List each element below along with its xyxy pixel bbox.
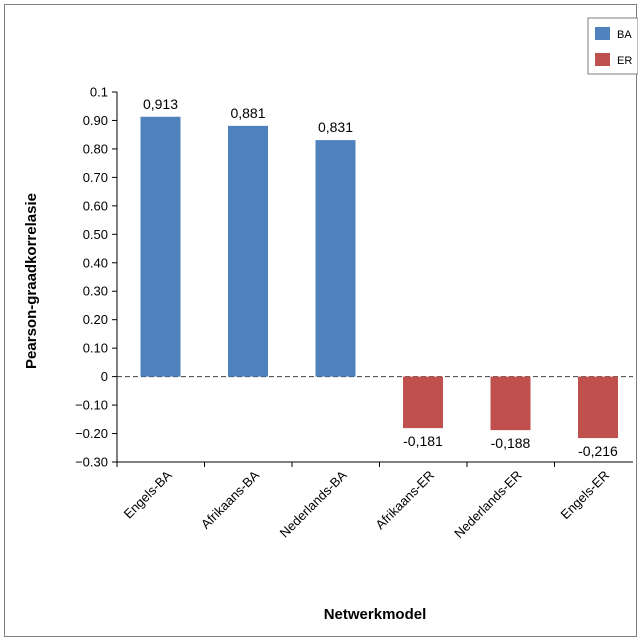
legend-label-ba: BA	[617, 29, 632, 41]
x-tick-label: Afrikaans-ER	[372, 468, 437, 533]
bar-afrikaans-er	[403, 376, 443, 429]
chart-frame: 0.1 0.90 0.80 0.70 0.60 0.50 0.40 0.30 0.20 0.10 0…	[4, 4, 638, 637]
y-tick-label: 0.30	[83, 284, 108, 299]
data-label: 0,831	[318, 119, 353, 135]
bar-chart: 0.1 0.90 0.80 0.70 0.60 0.50 0.40 0.30 0.20 0.10 0…	[23, 17, 638, 623]
legend-swatch-er	[595, 53, 610, 66]
y-tick-label: 0.1	[90, 85, 108, 100]
y-axis-title: Pearson-graadkorrelasie	[23, 193, 40, 369]
y-tick-label: 0.20	[83, 312, 108, 327]
y-tick-label: 0.80	[83, 141, 108, 156]
data-label: -0,188	[491, 435, 531, 451]
y-tick-label: −0.10	[75, 398, 108, 413]
legend: BA ER	[587, 17, 638, 75]
bar-engels-ba	[140, 116, 181, 377]
x-tick-label: Nederlands-BA	[277, 467, 350, 540]
x-axis: Engels-BA Afrikaans-BA Nederlands-BA Afrika…	[116, 461, 633, 541]
data-label: -0,216	[578, 443, 618, 459]
y-tick-label: 0.50	[83, 227, 108, 242]
data-label: -0,181	[403, 433, 443, 449]
bar-nederlands-er	[490, 376, 531, 431]
y-tick-label: 0.90	[83, 113, 108, 128]
bar-nederlands-ba	[315, 140, 356, 377]
bar-engels-er	[578, 376, 618, 439]
bar-afrikaans-ba	[228, 125, 268, 377]
data-label: 0,913	[143, 96, 178, 112]
y-tick-label: 0	[101, 369, 108, 384]
legend-label-er: ER	[617, 55, 632, 67]
y-tick-label: 0.40	[83, 255, 108, 270]
x-tick-label: Engels-ER	[558, 468, 613, 523]
x-axis-title: Netwerkmodel	[324, 606, 427, 623]
data-label: 0,881	[230, 105, 265, 121]
x-tick-label: Nederlands-ER	[451, 468, 524, 541]
x-tick-label: Engels-BA	[121, 467, 175, 521]
y-tick-label: 0.60	[83, 198, 108, 213]
bars: 0,913 0,881 0,831 -0,181 -0,188 -0,216	[140, 96, 618, 459]
x-tick-label: Afrikaans-BA	[198, 467, 262, 531]
legend-swatch-ba	[595, 27, 610, 40]
y-tick-label: 0.10	[83, 341, 108, 356]
y-tick-label: 0.70	[83, 170, 108, 185]
y-axis: 0.1 0.90 0.80 0.70 0.60 0.50 0.40 0.30 0.20 0.10 0…	[75, 85, 633, 470]
y-tick-label: −0.20	[75, 426, 108, 441]
y-tick-label: −0.30	[75, 455, 108, 470]
